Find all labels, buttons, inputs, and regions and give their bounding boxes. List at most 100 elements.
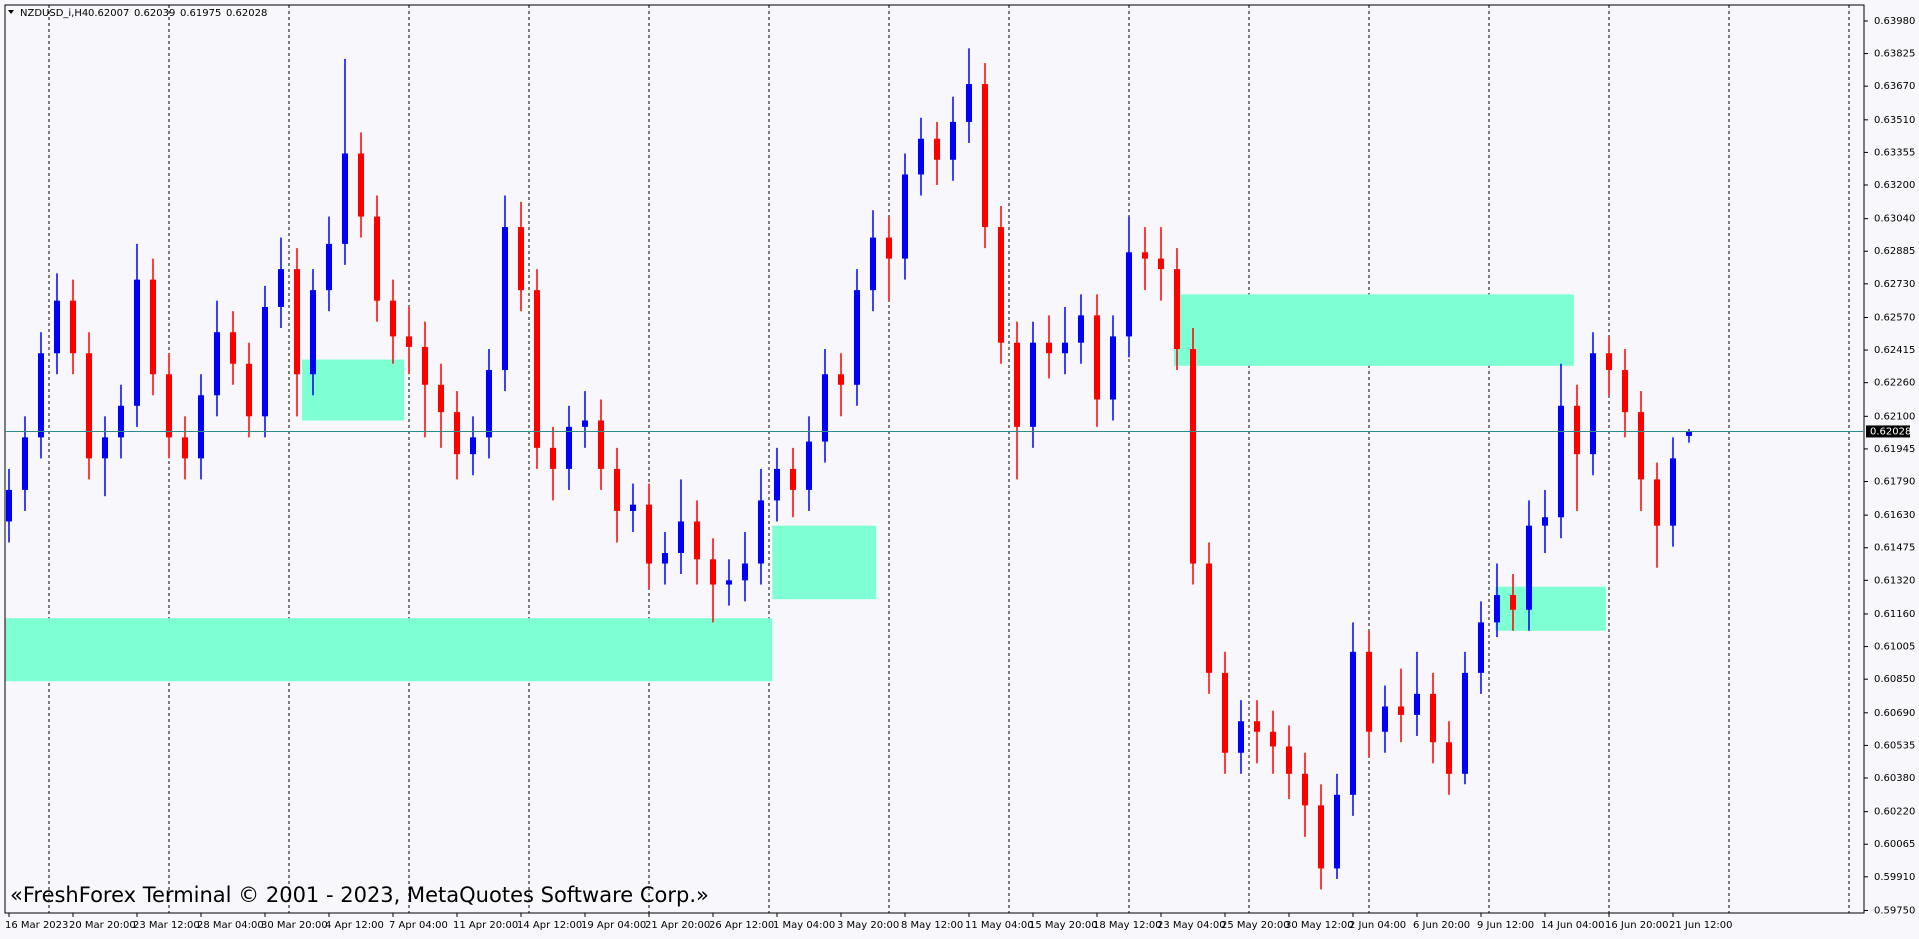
y-tick-label: 0.63980	[1874, 16, 1915, 27]
candle-body	[1366, 651, 1372, 732]
candle-body	[918, 138, 924, 175]
candle-body	[550, 447, 556, 469]
candle-body	[1014, 342, 1020, 427]
x-tick-label: 11 May 04:00	[965, 920, 1034, 931]
zone	[5, 618, 773, 682]
candle-body	[1190, 349, 1196, 564]
y-tick-label: 0.63200	[1874, 180, 1915, 191]
y-tick-label: 0.63355	[1874, 147, 1915, 158]
candle-body	[646, 504, 652, 564]
candle-body	[102, 437, 108, 459]
current-price-box	[1866, 425, 1910, 438]
candle-body	[54, 300, 60, 354]
x-tick-label: 6 Jun 20:00	[1413, 920, 1470, 931]
y-tick-label: 0.63825	[1874, 49, 1915, 60]
candle-body	[1142, 252, 1148, 259]
candle-body	[1382, 706, 1388, 732]
candle-body	[1270, 731, 1276, 747]
candle-body	[1286, 746, 1292, 774]
candle-body	[950, 121, 956, 160]
candle-body	[1222, 672, 1228, 753]
candle-body	[902, 174, 908, 259]
candle-body	[966, 84, 972, 122]
candle-body	[246, 363, 252, 417]
zones	[5, 294, 1606, 682]
candle-body	[198, 395, 204, 459]
candle-body	[1462, 672, 1468, 774]
candle-body	[854, 290, 860, 385]
menu-arrow[interactable]	[8, 10, 14, 14]
y-tick-label: 0.60850	[1874, 674, 1915, 685]
y-tick-label: 0.63510	[1874, 115, 1915, 126]
x-tick-label: 18 May 12:00	[1093, 920, 1162, 931]
y-tick-label: 0.61945	[1874, 444, 1915, 455]
candle-body	[1318, 805, 1324, 869]
candle-body	[1654, 479, 1660, 526]
candle-body	[22, 437, 28, 490]
candle-body	[278, 269, 284, 307]
candle-body	[1574, 405, 1580, 455]
x-tick-label: 4 Apr 12:00	[325, 920, 384, 931]
candle-body	[790, 468, 796, 490]
x-tick-label: 21 Jun 12:00	[1669, 920, 1733, 931]
candle-body	[358, 153, 364, 217]
current-price-label: 0.62028	[1870, 426, 1911, 437]
y-tick-label: 0.62885	[1874, 246, 1915, 257]
candle-body	[1686, 431, 1692, 436]
watermark: «FreshForex Terminal © 2001 - 2023, Meta…	[10, 883, 709, 907]
y-tick-label: 0.60690	[1874, 708, 1915, 719]
y-tick-label: 0.59750	[1874, 905, 1915, 916]
x-tick-label: 30 Mar 20:00	[261, 920, 328, 931]
candle-body	[662, 552, 668, 564]
candle-body	[38, 353, 44, 438]
candles	[6, 48, 1692, 890]
y-tick-label: 0.59910	[1874, 872, 1915, 883]
y-tick-label: 0.61630	[1874, 510, 1915, 521]
candle-body	[1254, 721, 1260, 732]
x-tick-label: 19 Apr 04:00	[581, 920, 646, 931]
candle-body	[806, 441, 812, 490]
zone	[772, 525, 877, 600]
candle-body	[758, 500, 764, 564]
candle-body	[1606, 353, 1612, 371]
candle-body	[838, 374, 844, 385]
candle-body	[566, 426, 572, 469]
x-tick-label: 25 May 20:00	[1221, 920, 1290, 931]
candle-body	[1494, 595, 1500, 623]
x-tick-label: 3 May 20:00	[837, 920, 899, 931]
candle-body	[214, 332, 220, 396]
candle-body	[422, 346, 428, 385]
candle-body	[1206, 563, 1212, 673]
candle-body	[726, 580, 732, 585]
y-tick-label: 0.63040	[1874, 214, 1915, 225]
y-tick-label: 0.60220	[1874, 807, 1915, 818]
header-symbol: NZDUSD_i,H4	[20, 8, 88, 19]
candle-body	[1510, 595, 1516, 610]
candle-body	[294, 269, 300, 375]
zone	[1173, 294, 1574, 366]
candle-body	[1638, 412, 1644, 480]
x-tick-label: 28 Mar 04:00	[197, 920, 264, 931]
y-tick-label: 0.60380	[1874, 773, 1915, 784]
candle-body	[1558, 405, 1564, 518]
y-tick-label: 0.61790	[1874, 477, 1915, 488]
candle-body	[166, 374, 172, 438]
candle-body	[1078, 315, 1084, 343]
candle-body	[1622, 370, 1628, 413]
header-close: 0.62028	[226, 8, 267, 19]
x-tick-label: 20 Mar 20:00	[69, 920, 136, 931]
candle-body	[1030, 342, 1036, 427]
candle-body	[1430, 693, 1436, 743]
candle-body	[822, 374, 828, 442]
candle-body	[70, 300, 76, 354]
candle-body	[1446, 742, 1452, 774]
period-separators	[48, 5, 1850, 913]
y-tick-label: 0.62260	[1874, 378, 1915, 389]
candle-body	[1110, 336, 1116, 400]
x-tick-label: 26 Apr 12:00	[709, 920, 774, 931]
plot-frame	[4, 4, 1865, 914]
candle-body	[710, 559, 716, 585]
zone	[301, 359, 405, 421]
